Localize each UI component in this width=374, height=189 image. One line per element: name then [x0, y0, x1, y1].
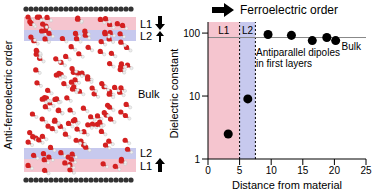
svg-text:100: 100 [183, 28, 200, 39]
svg-text:10: 10 [189, 91, 201, 102]
svg-text:L2: L2 [140, 30, 152, 42]
svg-text:5: 5 [237, 165, 243, 176]
svg-text:Distance from material: Distance from material [232, 179, 342, 189]
html-text:Ferroelectric order: Ferroelectric order [240, 3, 338, 17]
svg-text:Bulk: Bulk [342, 41, 362, 52]
svg-text:25: 25 [360, 165, 366, 176]
svg-text:1: 1 [194, 154, 200, 165]
svg-text:10: 10 [266, 165, 278, 176]
svg-text:L2: L2 [242, 25, 254, 36]
svg-text:L2: L2 [140, 147, 152, 159]
svg-text:L1: L1 [140, 18, 152, 30]
svg-text:Anti-ferroelectric order: Anti-ferroelectric order [8, 40, 14, 149]
svg-text:L1: L1 [218, 25, 230, 36]
svg-text:Bulk: Bulk [138, 88, 160, 100]
svg-text:Dielectric constant: Dielectric constant [168, 49, 180, 139]
svg-text:0: 0 [205, 165, 211, 176]
svg-text:20: 20 [329, 165, 341, 176]
html-text:Antiparallel dipoles in first: Antiparallel dipoles in first layers [256, 47, 340, 69]
svg-text:L1: L1 [140, 160, 152, 172]
svg-text:15: 15 [297, 165, 309, 176]
